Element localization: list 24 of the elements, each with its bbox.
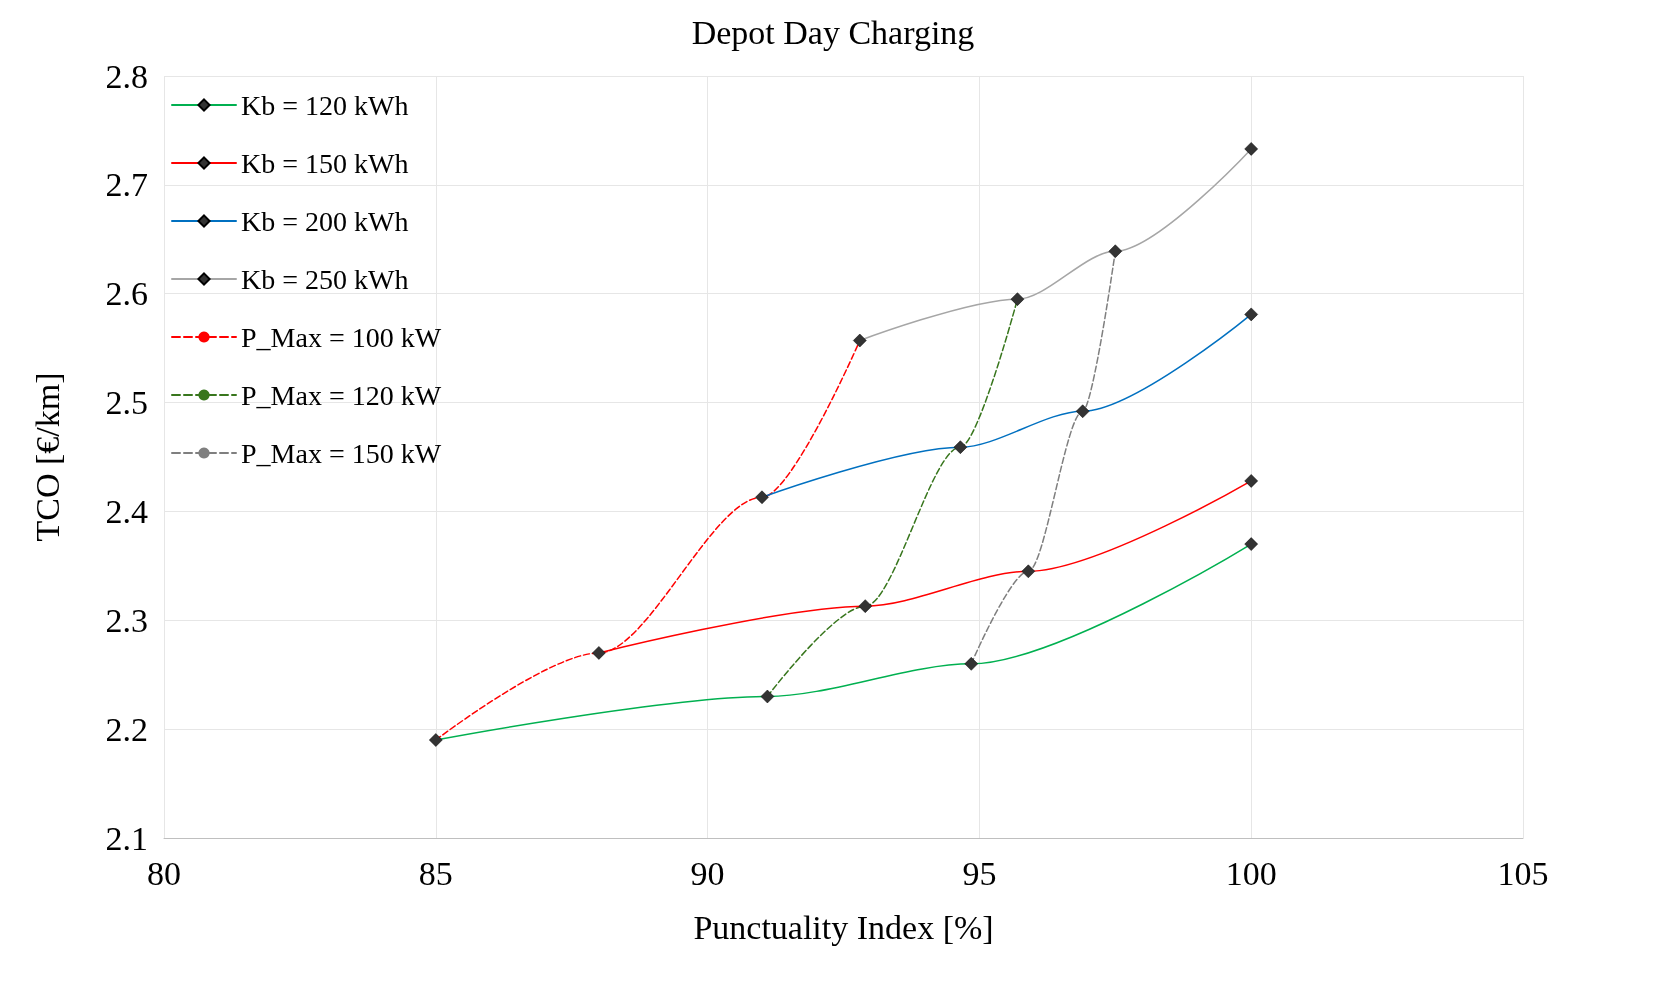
y-tick-label: 2.6 [105,275,148,313]
x-tick-label: 80 [147,854,181,892]
legend-label: P_Max = 150 kW [241,437,442,469]
y-axis-title: TCO [€/km] [28,372,66,542]
y-tick-label: 2.7 [105,166,148,204]
legend-label: Kb = 250 kWh [241,263,409,295]
y-tick-label: 2.4 [105,492,148,530]
x-tick-label: 105 [1497,854,1549,892]
legend-label: P_Max = 100 kW [241,321,442,353]
x-tick-label: 90 [690,854,725,892]
x-tick-label: 100 [1225,854,1277,892]
y-tick-label: 2.5 [105,384,148,422]
chart-title: Depot Day Charging [691,13,975,51]
y-tick-label: 2.3 [105,601,148,639]
legend-label: Kb = 200 kWh [241,205,409,237]
x-axis-title: Punctuality Index [%] [693,908,994,946]
legend-label: Kb = 150 kWh [241,147,409,179]
y-tick-label: 2.1 [105,819,148,857]
x-tick-label: 95 [962,854,997,892]
legend-label: Kb = 120 kWh [241,89,409,121]
legend-label: P_Max = 120 kW [241,379,442,411]
y-tick-label: 2.2 [105,710,148,748]
y-tick-label: 2.8 [105,57,148,95]
x-tick-label: 85 [418,854,453,892]
